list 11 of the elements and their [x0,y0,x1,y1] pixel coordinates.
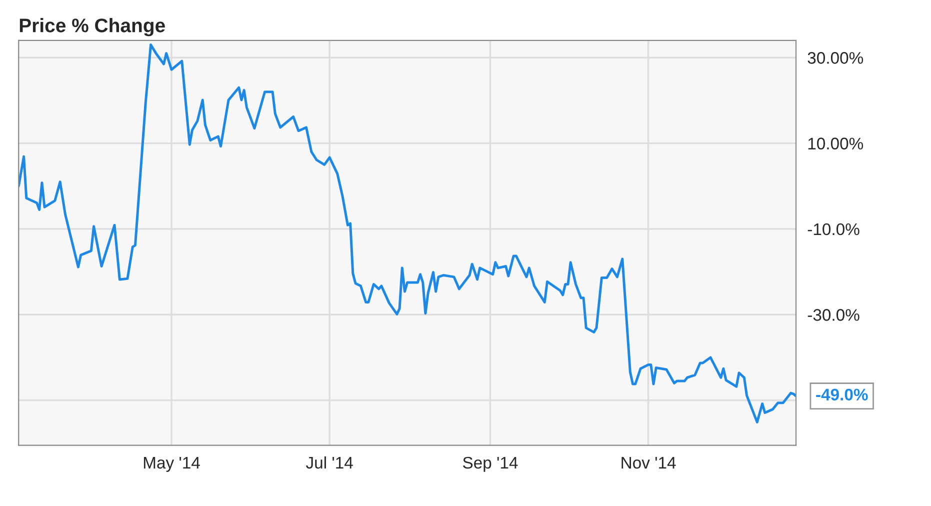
x-tick-label: Nov '14 [622,457,676,469]
x-tick-label: May '14 [144,457,200,472]
line-series [18,44,796,424]
y-tick-label: -30.0% [808,309,860,321]
x-tick-label: Jul '14 [306,456,353,469]
y-tick-label: 30.00% [808,52,864,64]
x-tick-label: Sep '14 [462,456,518,472]
y-tick-label: -10.0% [808,223,860,236]
y-tick-label: 10.00% [808,138,864,150]
annotation: -49.0% [816,388,868,400]
chart-title: Price % Change [20,18,165,36]
